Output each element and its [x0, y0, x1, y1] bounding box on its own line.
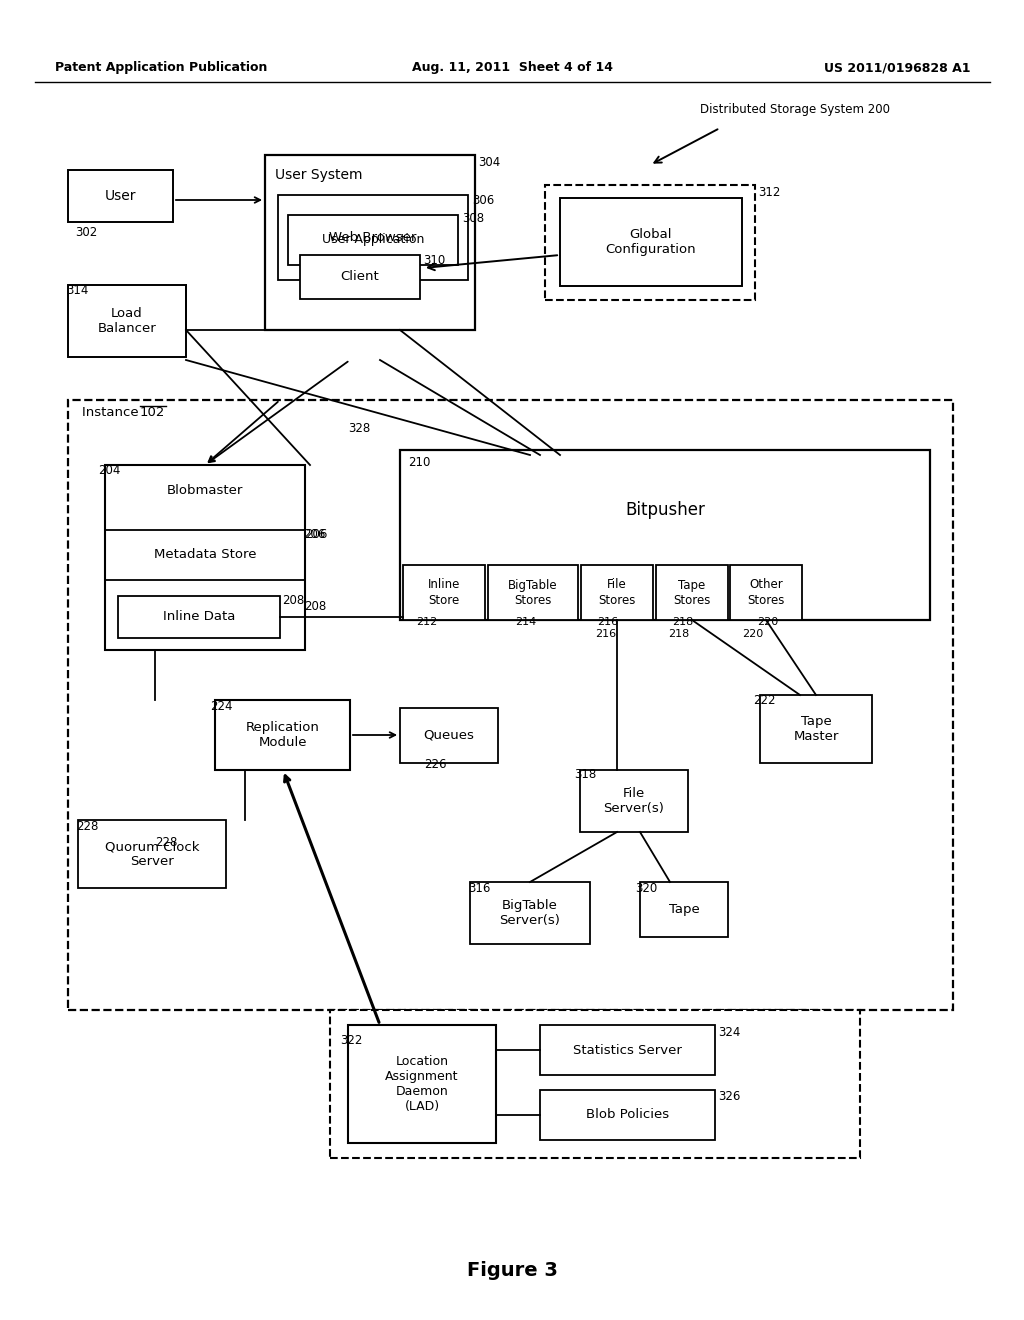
Bar [265, 154, 475, 330]
Text: Inline Data: Inline Data [163, 610, 236, 623]
Text: 218: 218 [672, 616, 693, 627]
Text: 228: 228 [76, 820, 98, 833]
Text: 218: 218 [668, 630, 689, 639]
Text: 206: 206 [303, 528, 326, 541]
Text: 304: 304 [478, 156, 501, 169]
Text: File
Server(s): File Server(s) [603, 787, 665, 814]
Text: 328: 328 [348, 421, 371, 434]
Bar [105, 465, 305, 649]
Text: Blob Policies: Blob Policies [586, 1109, 669, 1122]
Text: 212: 212 [416, 616, 437, 627]
Bar [288, 215, 458, 265]
Text: 214: 214 [515, 616, 537, 627]
Text: 316: 316 [468, 882, 490, 895]
Text: Queues: Queues [424, 729, 474, 742]
Bar [278, 195, 468, 280]
Bar [68, 170, 173, 222]
Bar [78, 820, 226, 888]
Text: 216: 216 [595, 630, 616, 639]
Text: US 2011/0196828 A1: US 2011/0196828 A1 [823, 62, 970, 74]
Text: Location
Assignment
Daemon
(LAD): Location Assignment Daemon (LAD) [385, 1055, 459, 1113]
Text: 220: 220 [757, 616, 778, 627]
Text: 220: 220 [742, 630, 763, 639]
Bar [348, 1026, 496, 1143]
Text: 318: 318 [574, 768, 596, 781]
Bar [68, 285, 186, 356]
Bar [540, 1090, 715, 1140]
Text: 320: 320 [635, 882, 657, 895]
Text: 308: 308 [462, 211, 484, 224]
Text: 208: 208 [304, 599, 327, 612]
Text: 226: 226 [424, 758, 446, 771]
Text: Client: Client [341, 271, 379, 284]
Text: Bitpusher: Bitpusher [625, 502, 705, 519]
Text: 306: 306 [472, 194, 495, 206]
Bar [400, 450, 930, 620]
Text: Load
Balancer: Load Balancer [97, 308, 157, 335]
Bar [640, 882, 728, 937]
Text: Patent Application Publication: Patent Application Publication [55, 62, 267, 74]
Text: User System: User System [275, 168, 362, 182]
Text: Global
Configuration: Global Configuration [605, 228, 696, 256]
Text: Instance: Instance [82, 405, 143, 418]
Bar [403, 565, 485, 620]
Text: Other
Stores: Other Stores [748, 578, 784, 606]
Text: Replication
Module: Replication Module [246, 721, 319, 748]
Text: Tape
Master: Tape Master [794, 715, 839, 743]
Text: Distributed Storage System 200: Distributed Storage System 200 [700, 103, 890, 116]
Text: 216: 216 [597, 616, 618, 627]
Bar [580, 770, 688, 832]
Text: 302: 302 [75, 226, 97, 239]
Bar [730, 565, 802, 620]
Text: User Application: User Application [322, 234, 424, 247]
Text: Figure 3: Figure 3 [467, 1261, 557, 1279]
Bar [118, 597, 280, 638]
Bar [400, 708, 498, 763]
Bar [300, 255, 420, 300]
Text: Aug. 11, 2011  Sheet 4 of 14: Aug. 11, 2011 Sheet 4 of 14 [412, 62, 612, 74]
Text: 224: 224 [210, 700, 232, 713]
Text: Quorum Clock
Server: Quorum Clock Server [104, 840, 200, 869]
Text: 324: 324 [718, 1026, 740, 1039]
Bar [581, 565, 653, 620]
Bar [330, 1010, 860, 1158]
Text: 204: 204 [98, 463, 121, 477]
Text: Statistics Server: Statistics Server [573, 1044, 682, 1056]
Bar [488, 565, 578, 620]
Text: Tape: Tape [669, 903, 699, 916]
Text: 222: 222 [753, 693, 775, 706]
Bar [215, 700, 350, 770]
Text: 102: 102 [140, 405, 165, 418]
Bar [470, 882, 590, 944]
Text: BigTable
Server(s): BigTable Server(s) [500, 899, 560, 927]
Text: 312: 312 [758, 186, 780, 198]
Text: Tape
Stores: Tape Stores [674, 578, 711, 606]
Text: Inline
Store: Inline Store [428, 578, 460, 606]
Text: 228: 228 [155, 836, 177, 849]
Bar [545, 185, 755, 300]
Text: Blobmaster: Blobmaster [167, 483, 243, 496]
Text: 326: 326 [718, 1090, 740, 1104]
Text: 210: 210 [408, 455, 430, 469]
Text: Metadata Store: Metadata Store [154, 549, 256, 561]
Bar [540, 1026, 715, 1074]
Text: 314: 314 [66, 284, 88, 297]
Text: User: User [104, 189, 136, 203]
Text: 310: 310 [423, 253, 445, 267]
Text: 206: 206 [305, 528, 328, 541]
Text: 208: 208 [282, 594, 304, 606]
Bar [560, 198, 742, 286]
Text: BigTable
Stores: BigTable Stores [508, 578, 558, 606]
Bar [760, 696, 872, 763]
Bar [68, 400, 953, 1010]
Bar [656, 565, 728, 620]
Text: 322: 322 [340, 1034, 362, 1047]
Text: Web Browser: Web Browser [330, 231, 417, 244]
Text: File
Stores: File Stores [598, 578, 636, 606]
